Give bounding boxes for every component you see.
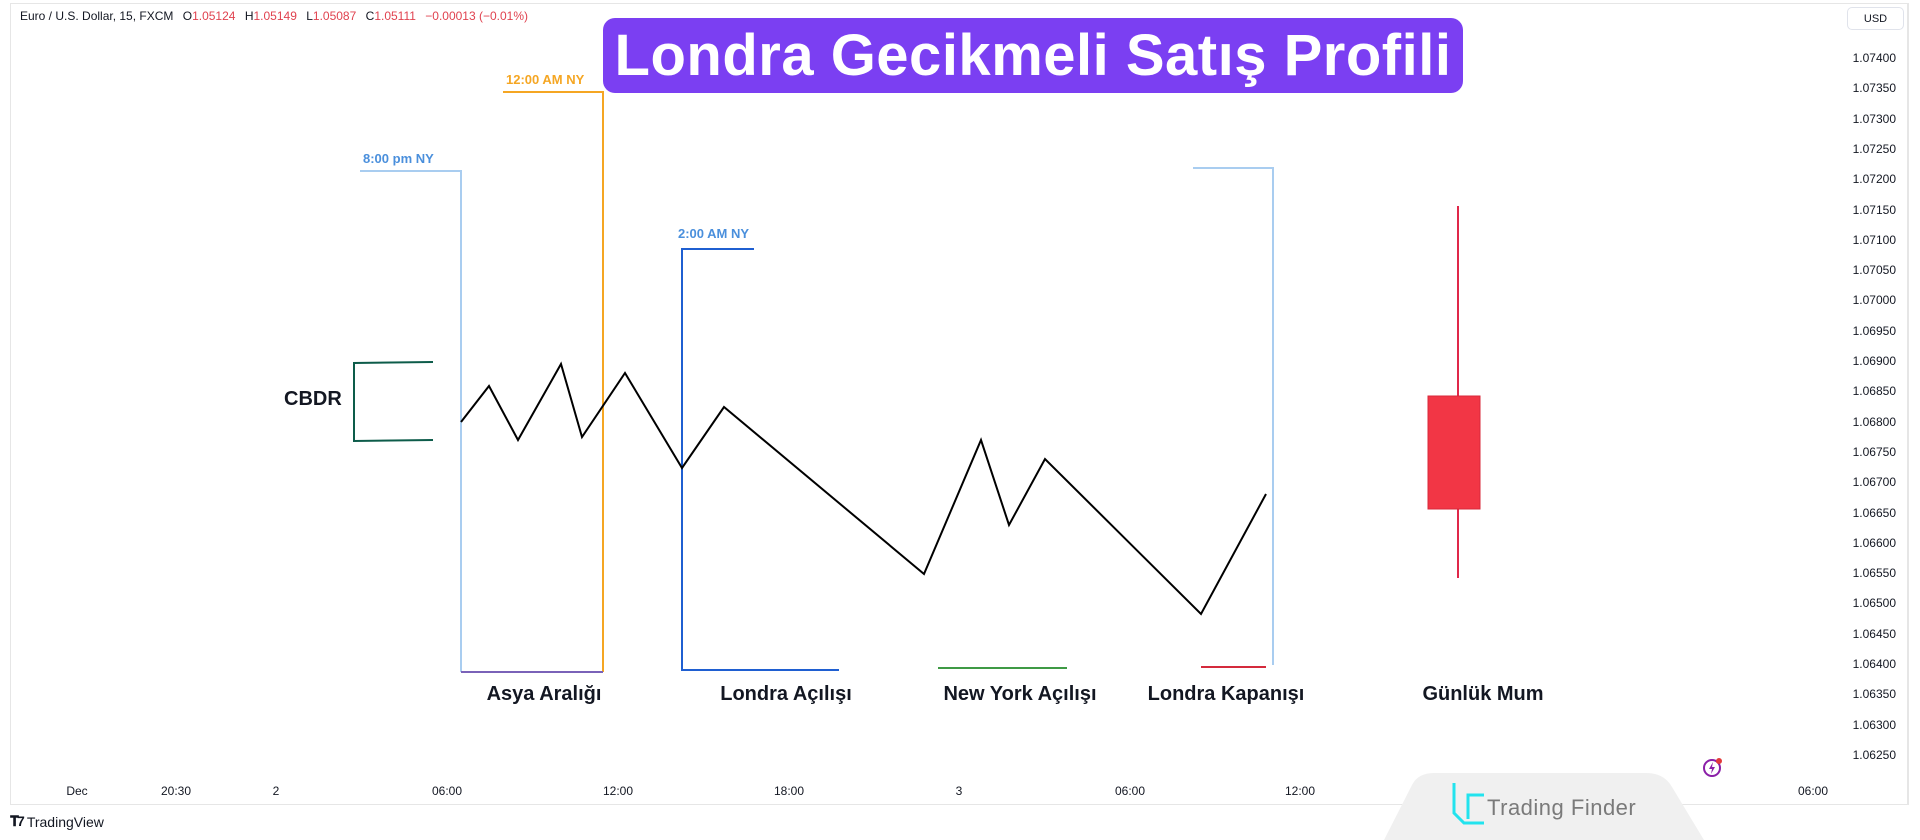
time-tick-label: 18:00 — [773, 784, 805, 798]
time-tick-label: 06:00 — [1114, 784, 1146, 798]
am12-label: 12:00 AM NY — [506, 72, 585, 87]
asia-range-label: Asya Aralığı — [486, 683, 602, 705]
price-tick-label: 1.06650 — [1852, 505, 1896, 520]
symbol-legend: Euro / U.S. Dollar, 15, FXCM O1.05124 H1… — [20, 9, 529, 23]
price-tick-label: 1.07300 — [1852, 111, 1896, 126]
time-tick-label: 2 — [272, 784, 280, 798]
time-tick-label: 3 — [955, 784, 963, 798]
time-tick-label: 06:00 — [1797, 784, 1829, 798]
price-tick-label: 1.07200 — [1852, 172, 1896, 187]
am2-marker-line[interactable] — [681, 248, 839, 671]
time-tick-label: Dec — [66, 784, 88, 798]
price-tick-label: 1.07100 — [1852, 232, 1896, 247]
london-close-label: Londra Kapanışı — [1147, 683, 1305, 705]
time-tick-label: 20:30 — [160, 784, 192, 798]
price-tick-label: 1.07000 — [1852, 293, 1896, 308]
price-tick-label: 1.06550 — [1852, 566, 1896, 581]
currency-button[interactable]: USD — [1847, 7, 1904, 30]
tradingview-logo[interactable]: 𝐓7 TradingView — [10, 813, 104, 830]
price-path-line[interactable] — [460, 361, 1267, 616]
london-open-label: Londra Açılışı — [720, 683, 852, 705]
change-value: −0.00013 (−0.01%) — [425, 9, 529, 23]
tradingfinder-icon — [1452, 783, 1484, 825]
price-axis[interactable] — [1908, 3, 1920, 805]
pm8-marker-line[interactable] — [360, 170, 462, 672]
price-tick-label: 1.07250 — [1852, 141, 1896, 156]
london-close-bracket[interactable] — [1193, 167, 1274, 665]
price-tick-label: 1.07150 — [1852, 202, 1896, 217]
price-tick-label: 1.06450 — [1852, 626, 1896, 641]
price-tick-label: 1.06850 — [1852, 384, 1896, 399]
time-tick-label: 12:00 — [1284, 784, 1316, 798]
price-tick-label: 1.07350 — [1852, 81, 1896, 96]
tradingview-icon: 𝐓7 — [10, 813, 25, 829]
price-tick-label: 1.06950 — [1852, 323, 1896, 338]
price-tick-label: 1.06500 — [1852, 596, 1896, 611]
price-tick-label: 1.06900 — [1852, 354, 1896, 368]
price-tick-label: 1.06250 — [1852, 747, 1896, 762]
open-value: 1.05124 — [192, 9, 236, 23]
cbdr-label: CBDR — [284, 388, 342, 410]
price-tick-label: 1.07400 — [1852, 51, 1896, 65]
close-value: 1.05111 — [374, 9, 416, 23]
time-tick-label: 12:00 — [602, 784, 634, 798]
price-tick-label: 1.06400 — [1852, 657, 1896, 671]
price-tick-label: 1.06750 — [1852, 444, 1896, 459]
time-tick-label: 06:00 — [431, 784, 463, 798]
daily-candle[interactable] — [1427, 206, 1481, 578]
chart-pane[interactable] — [10, 3, 1908, 805]
ny-open-label: New York Açılışı — [943, 683, 1097, 705]
tradingfinder-logo-text: Trading Finder — [1487, 795, 1637, 820]
daily-candle-label: Günlük Mum — [1422, 683, 1544, 705]
price-tick-label: 1.06800 — [1852, 414, 1896, 429]
price-tick-label: 1.06700 — [1852, 475, 1896, 490]
page-title: Londra Gecikmeli Satış Profili — [603, 18, 1463, 93]
price-tick-label: 1.06600 — [1852, 535, 1896, 550]
high-value: 1.05149 — [253, 9, 297, 23]
am2-label: 2:00 AM NY — [678, 226, 750, 241]
symbol-name[interactable]: Euro / U.S. Dollar, 15, FXCM — [20, 9, 174, 23]
tradingfinder-badge — [1384, 773, 1704, 840]
price-tick-label: 1.06350 — [1852, 687, 1896, 702]
price-tick-label: 1.07050 — [1852, 263, 1896, 278]
cbdr-bracket[interactable] — [353, 361, 434, 443]
price-tick-label: 1.06300 — [1852, 717, 1896, 732]
low-value: 1.05087 — [312, 9, 357, 23]
lightning-alert-icon[interactable] — [1702, 756, 1724, 778]
pm8-label: 8:00 pm NY — [363, 151, 434, 166]
am12-marker-line[interactable] — [503, 91, 604, 672]
